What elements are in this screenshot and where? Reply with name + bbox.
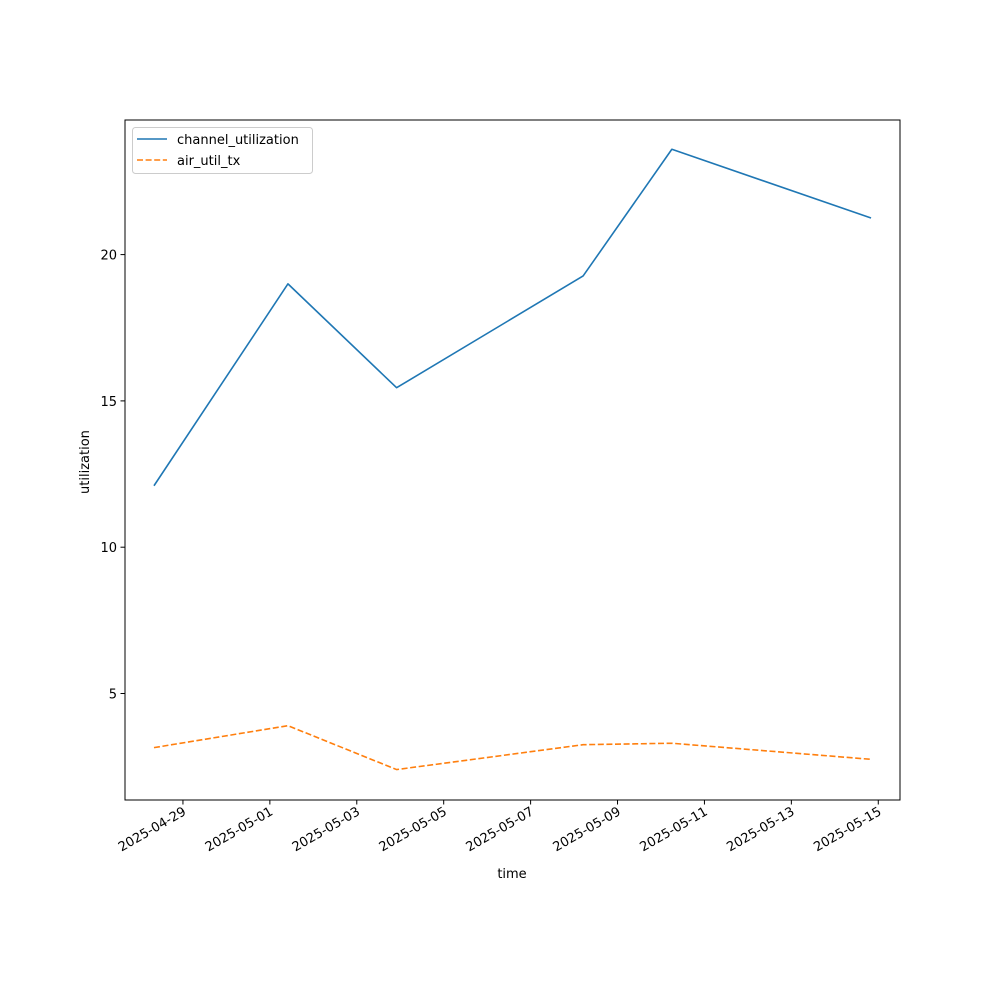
series-layer: [153, 148, 872, 771]
legend-box: [132, 127, 313, 174]
y-tick-label: 10: [100, 541, 117, 556]
y-tick-label: 20: [100, 249, 117, 264]
plot-frame: [124, 119, 901, 801]
legend-label-air-util-tx: air_util_tx: [177, 154, 241, 169]
series-line-channel-utilization: [153, 148, 872, 487]
y-axis-label: utilization: [78, 430, 93, 494]
series-line-air-util-tx: [153, 724, 872, 771]
x-axis-label: time: [497, 867, 526, 882]
legend-label-channel-utilization: channel_utilization: [177, 133, 299, 148]
legend: channel_utilization air_util_tx: [132, 127, 313, 174]
y-tick-label: 15: [100, 395, 117, 410]
y-tick-label: 5: [109, 687, 117, 702]
y-axis: 5 10 15 20: [100, 249, 125, 702]
